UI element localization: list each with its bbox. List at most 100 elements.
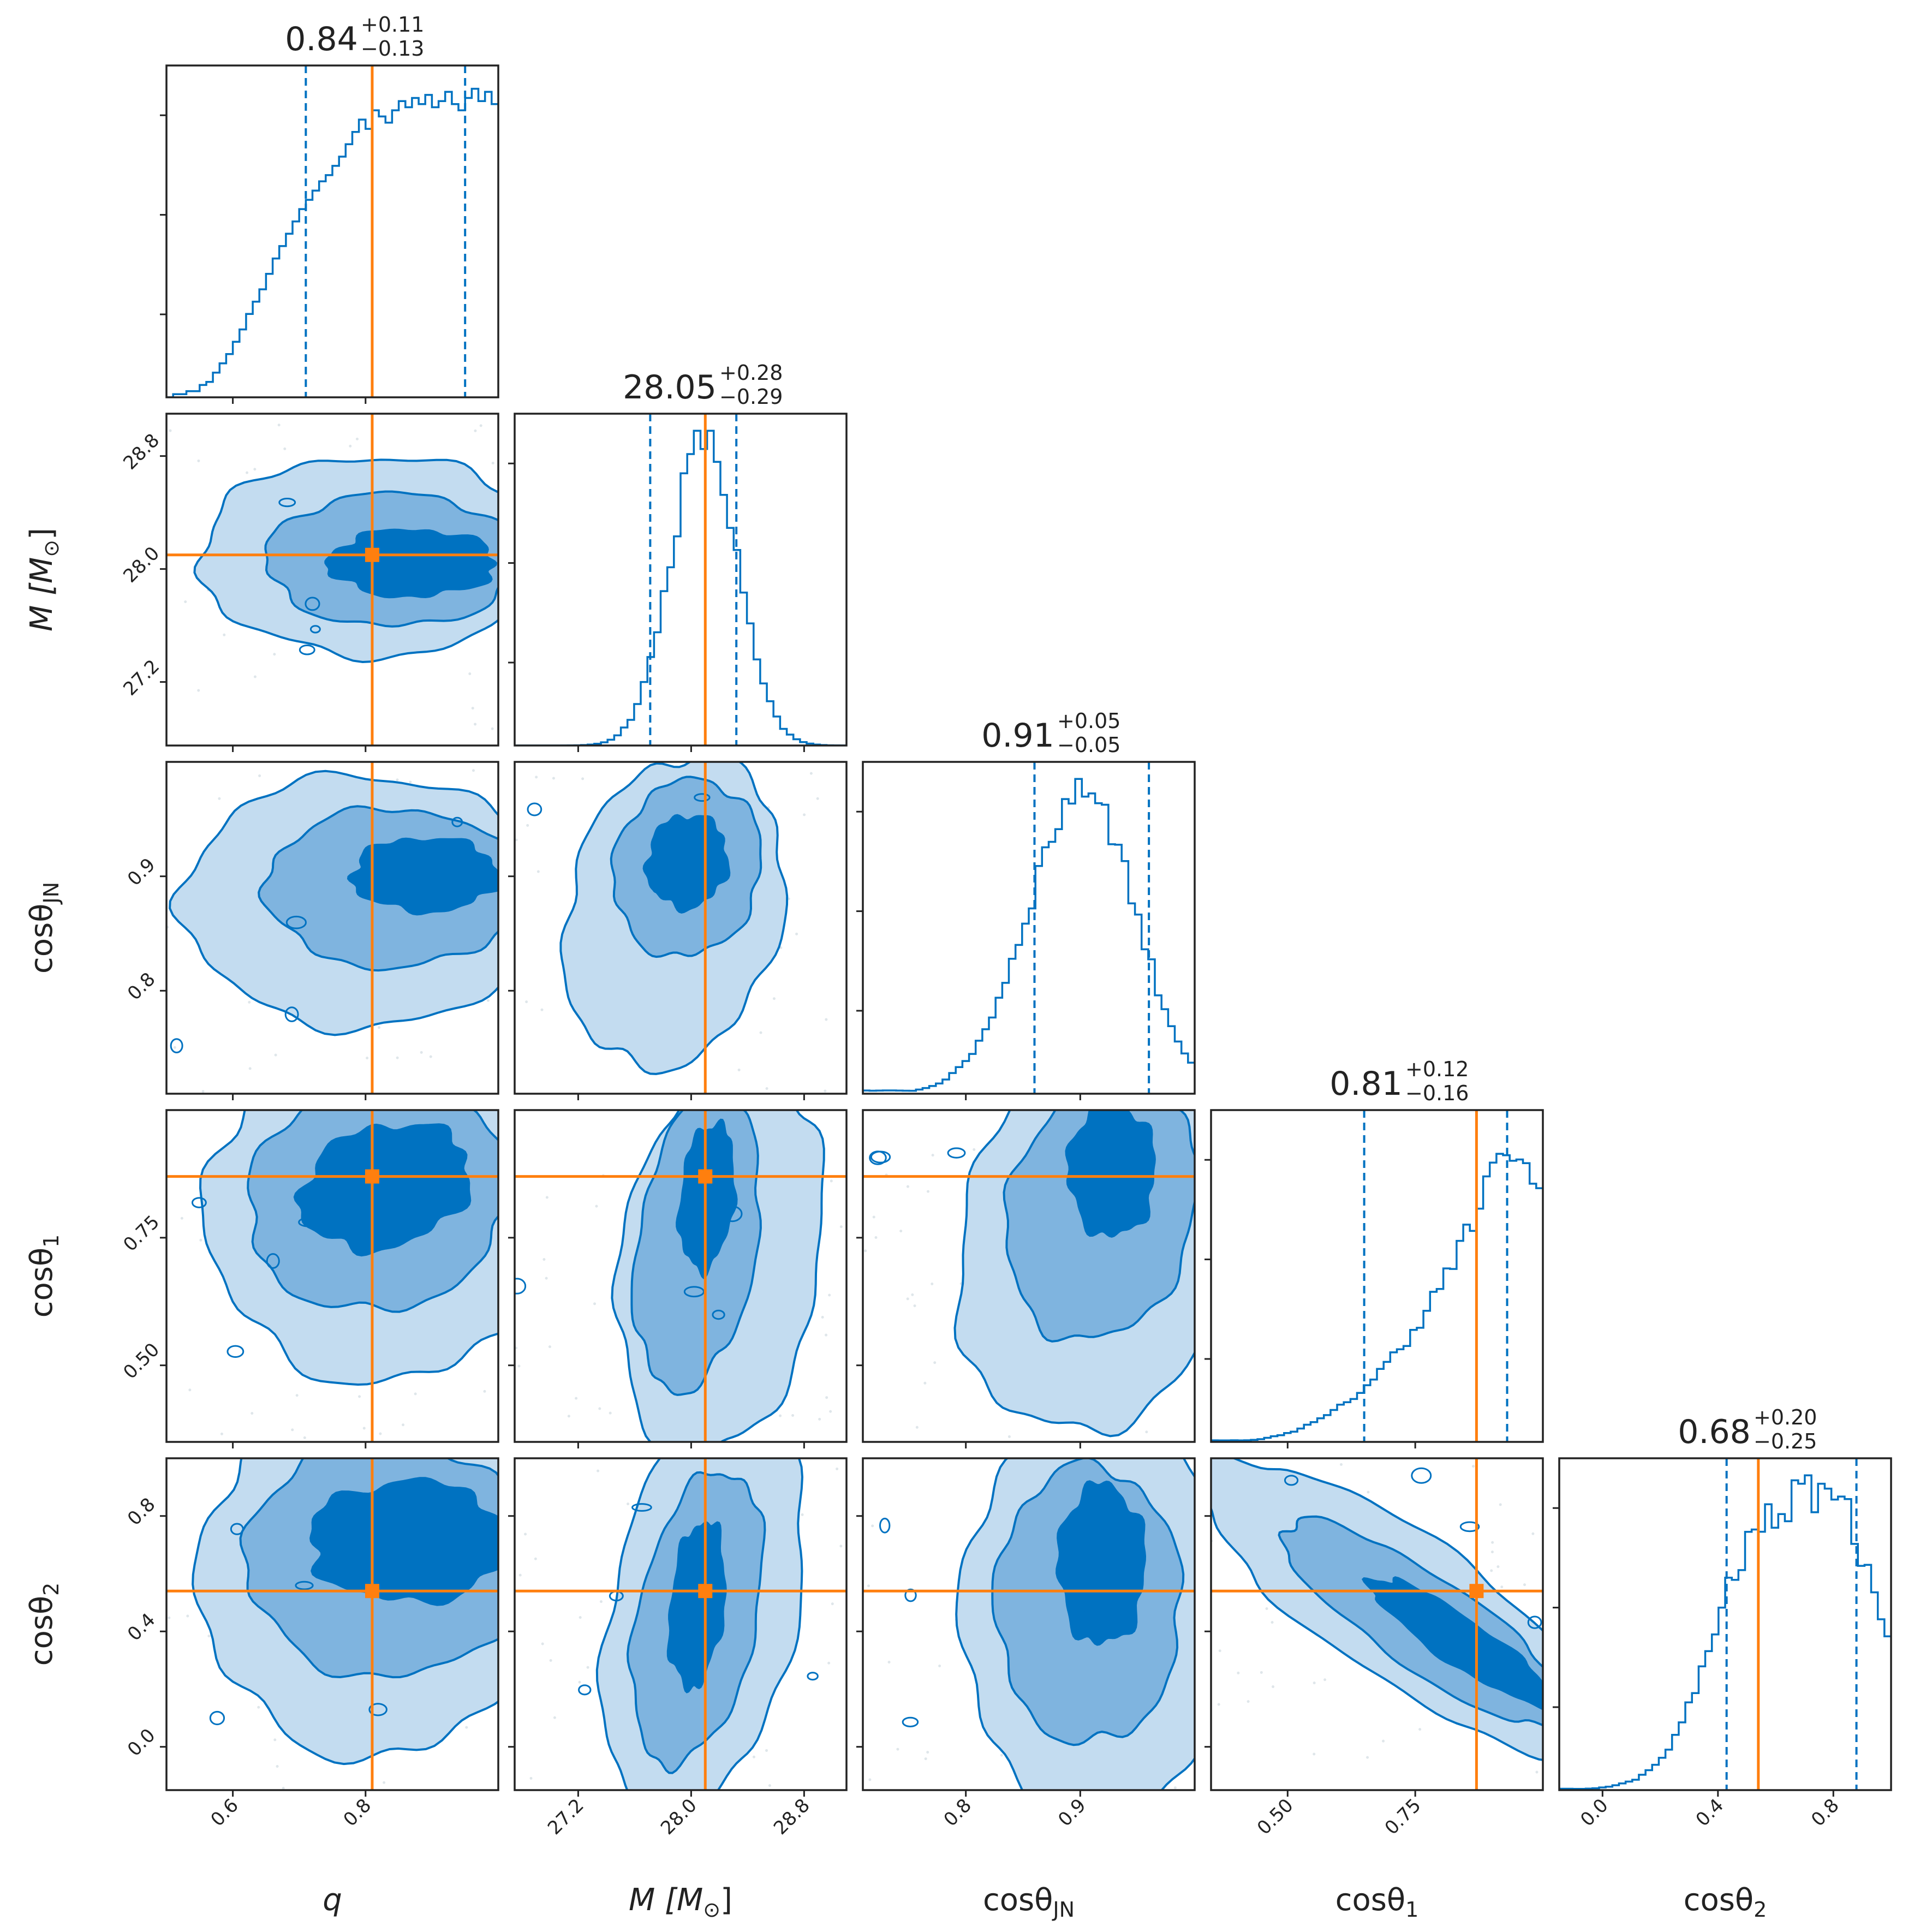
contour-panel-cos_theta_1-vs-q: 0.50 0.75: [119, 1109, 499, 1448]
y-tick-label: 0.8: [123, 968, 160, 1005]
contour-island: [295, 1581, 314, 1590]
contour-island: [870, 1150, 891, 1164]
panel-frame: [165, 1457, 499, 1791]
contour-island: [451, 816, 463, 827]
panel-frame: [1210, 1109, 1544, 1443]
x-axis-label-cos_theta_2: cosθ2: [1684, 1882, 1767, 1922]
panel-frame: [514, 1457, 848, 1791]
contour-panel-cos_theta_1-vs-M: [508, 1109, 848, 1448]
y-axis-label-cos_theta_1: cosθ1: [24, 1235, 63, 1318]
contour-island: [1459, 1521, 1480, 1533]
contour-island: [209, 1710, 225, 1726]
title-minus: −0.29: [719, 385, 783, 409]
panel-frame: [862, 1457, 1196, 1791]
contour-panel-cos_theta_2-vs-cos_theta_jn: 0.8 0.9: [856, 1457, 1196, 1831]
contour-island: [879, 1517, 891, 1534]
truth-marker: [365, 1584, 379, 1599]
x-axis-label-cos_theta_jn: cosθJN: [983, 1882, 1075, 1922]
title-minus: −0.05: [1057, 733, 1120, 757]
contour-island: [278, 498, 296, 508]
title-plus: +0.12: [1405, 1057, 1469, 1081]
hist-cos_theta_jn: [863, 778, 1195, 1094]
contour-level-3: [347, 837, 498, 916]
panel-frame: [514, 761, 848, 1095]
contour-island: [807, 1672, 819, 1681]
panel-frame: [862, 1109, 1196, 1443]
contour-island: [1527, 1615, 1542, 1629]
contour-island: [299, 644, 315, 655]
contour-panel-cos_theta_jn-vs-q: 0.8 0.9: [123, 761, 499, 1100]
hist-panel-M: 28.05 +0.28−0.29: [508, 361, 848, 752]
contour-level-3: [1056, 1480, 1147, 1646]
contour-island: [902, 1716, 919, 1727]
contour-island: [1284, 1475, 1299, 1486]
x-tick-label: 28.8: [770, 1794, 814, 1839]
contour-island: [1411, 1467, 1432, 1484]
hist-q: [166, 87, 498, 397]
title-M: 28.05: [623, 368, 717, 407]
title-plus: +0.11: [361, 13, 424, 37]
y-axis-label-cos_theta_jn: cosθJN: [24, 882, 63, 974]
hist-cos_theta_1: [1211, 1153, 1543, 1442]
contour-island: [285, 915, 307, 929]
contour-panel-cos_theta_2-vs-cos_theta_1: 0.50 0.75: [1204, 1457, 1544, 1839]
contour-island: [515, 1278, 527, 1295]
contour-level-3: [293, 1123, 472, 1257]
contour-island: [298, 1217, 319, 1227]
contour-level-3: [1065, 1110, 1156, 1238]
contour-island: [1124, 1128, 1144, 1140]
contour-island: [694, 793, 711, 802]
contour-island: [309, 625, 321, 634]
contour-island: [712, 1309, 725, 1320]
contour-level-3: [1362, 1576, 1543, 1710]
x-tick-label: 27.2: [544, 1794, 588, 1839]
contour-island: [368, 1703, 387, 1716]
panel-frame: [514, 1109, 848, 1443]
contour-island: [266, 1253, 280, 1269]
hist-panel-cos_theta_jn: 0.91 +0.05−0.05: [856, 709, 1196, 1100]
contour-island: [230, 1523, 244, 1535]
x-tick-label: 28.0: [657, 1794, 701, 1839]
contour-level-3: [666, 1521, 727, 1694]
title-plus: +0.20: [1754, 1405, 1817, 1429]
contour-island: [170, 1038, 183, 1053]
title-plus: +0.28: [719, 361, 783, 385]
panel-frame: [862, 761, 1196, 1095]
contour-island: [527, 802, 542, 816]
truth-marker: [698, 1169, 713, 1184]
contour-panel-M-vs-q: 27.2 28.0 28.8: [119, 413, 499, 752]
x-tick-label: 0.0: [1576, 1794, 1613, 1831]
y-tick-label: 0.4: [123, 1609, 160, 1645]
panel-frame: [165, 413, 499, 747]
contour-island: [947, 1147, 966, 1159]
contour-level-3: [676, 1118, 738, 1279]
contour-panel-cos_theta_2-vs-M: 27.2 28.0 28.8: [508, 1457, 848, 1839]
y-tick-label: 0.0: [123, 1725, 160, 1761]
hist-M: [515, 430, 846, 746]
contour-island: [683, 1286, 705, 1298]
truth-marker: [365, 1169, 379, 1184]
x-tick-label: 0.8: [1807, 1794, 1844, 1831]
hist-panel-q: 0.84 +0.11−0.13: [160, 13, 499, 404]
hist-cos_theta_2: [1559, 1474, 1891, 1790]
title-minus: −0.16: [1405, 1081, 1469, 1105]
x-axis-label-M: M [M⊙]: [629, 1882, 732, 1922]
title-cos_theta_jn: 0.91: [981, 717, 1054, 755]
panel-frame: [1210, 1457, 1544, 1791]
panel-frame: [514, 413, 848, 747]
y-tick-label: 0.9: [123, 854, 160, 891]
y-axis-label-M: M [M⊙]: [24, 528, 63, 631]
contour-island: [191, 1197, 207, 1208]
truth-marker: [365, 547, 379, 562]
contour-level-3: [642, 814, 731, 914]
title-cos_theta_1: 0.81: [1329, 1065, 1403, 1103]
x-tick-label: 0.8: [940, 1794, 976, 1831]
contour-island: [712, 868, 730, 880]
panel-frame: [165, 64, 499, 398]
contour-panel-cos_theta_1-vs-cos_theta_jn: [856, 1109, 1196, 1448]
contour-level-3: [309, 1477, 498, 1606]
truth-marker: [698, 1584, 713, 1599]
x-tick-label: 0.9: [1054, 1794, 1090, 1831]
contour-island: [284, 1006, 299, 1022]
contour-island: [226, 1345, 245, 1358]
